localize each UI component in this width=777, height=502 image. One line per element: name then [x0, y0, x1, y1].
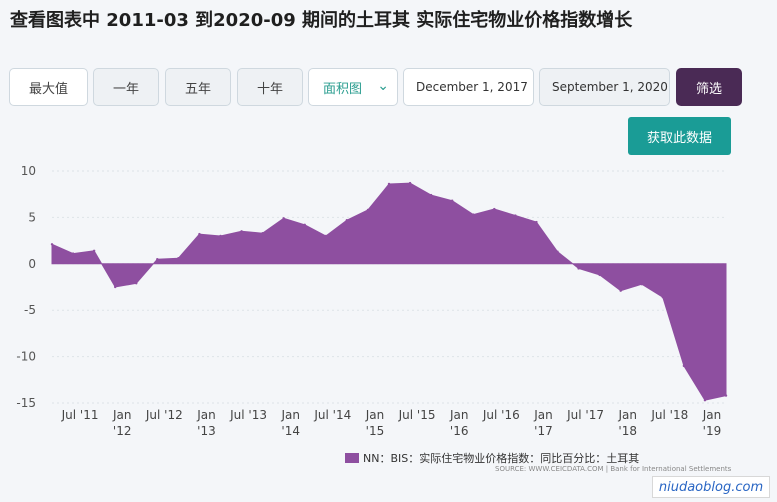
x-tick-label: Jul '12 — [145, 408, 183, 422]
data-point — [113, 285, 117, 289]
x-tick-label: Jan — [449, 408, 469, 422]
data-point — [135, 282, 138, 285]
data-point — [472, 213, 475, 216]
data-point — [640, 283, 643, 286]
data-point — [303, 223, 306, 227]
data-point — [387, 182, 391, 186]
data-point — [598, 273, 601, 277]
data-point — [219, 234, 222, 238]
page-title: 查看图表中 2011-03 到2020-09 期间的土耳其 实际住宅物业价格指数… — [10, 10, 633, 31]
data-point — [366, 208, 370, 212]
x-tick-label-year: '13 — [197, 424, 216, 438]
data-point — [198, 232, 201, 236]
legend-swatch — [345, 453, 359, 463]
x-tick-label: Jan — [280, 408, 300, 422]
x-tick-label-year: '18 — [618, 424, 637, 438]
data-point — [71, 252, 75, 255]
one-year-button[interactable]: 一年 — [93, 68, 159, 106]
legend: NN：BIS：实际住宅物业价格指数：同比百分比：土耳其 — [345, 450, 639, 466]
x-tick-label-year: '15 — [366, 424, 385, 438]
chevron-down-icon: ⌄ — [377, 78, 389, 94]
x-tick-label: Jan — [112, 408, 132, 422]
x-tick-label: Jul '17 — [566, 408, 604, 422]
x-tick-label: Jul '11 — [61, 408, 99, 422]
data-point — [240, 230, 243, 233]
x-tick-label: Jan — [196, 408, 216, 422]
y-tick-label: -15 — [16, 396, 36, 410]
x-tick-label: Jan — [365, 408, 385, 422]
data-point — [156, 257, 159, 261]
data-point — [682, 364, 686, 368]
data-point — [619, 289, 622, 292]
data-point — [556, 250, 559, 253]
data-point — [661, 296, 665, 299]
data-point — [408, 181, 412, 185]
y-tick-label: 5 — [28, 210, 36, 224]
data-point — [177, 257, 180, 260]
x-tick-label: Jul '18 — [650, 408, 688, 422]
data-point — [450, 199, 454, 202]
data-point — [535, 220, 538, 224]
x-tick-label: Jan — [533, 408, 553, 422]
x-tick-label-year: '16 — [450, 424, 469, 438]
y-tick-label: -5 — [24, 303, 36, 317]
y-tick-label: -10 — [16, 350, 36, 364]
x-tick-label: Jan — [617, 408, 637, 422]
x-tick-label-year: '17 — [534, 424, 553, 438]
end-date-input[interactable]: September 1, 2020 — [539, 68, 670, 106]
y-tick-label: 10 — [21, 164, 36, 178]
data-point — [261, 231, 264, 235]
x-tick-label: Jul '14 — [313, 408, 351, 422]
data-point — [577, 267, 580, 270]
data-point — [703, 399, 707, 402]
start-date-input[interactable]: December 1, 2017 — [403, 68, 534, 106]
source-note: SOURCE: WWW.CEICDATA.COM | Bank for Inte… — [495, 465, 732, 473]
watermark: niudaoblog.com — [652, 476, 770, 498]
chart-type-select[interactable]: 面积图 ⌄ — [308, 68, 398, 106]
data-point — [493, 207, 496, 211]
data-point — [514, 214, 517, 217]
filter-button[interactable]: 筛选 — [676, 68, 742, 106]
five-year-button[interactable]: 五年 — [165, 68, 231, 106]
x-tick-label-year: '12 — [113, 424, 132, 438]
get-data-button[interactable]: 获取此数据 — [628, 117, 731, 155]
x-tick-label: Jul '13 — [229, 408, 267, 422]
data-point — [345, 218, 349, 222]
x-tick-label-year: '19 — [703, 424, 722, 438]
x-tick-label: Jul '15 — [398, 408, 436, 422]
x-tick-label: Jan — [702, 408, 722, 422]
data-point — [324, 234, 328, 238]
data-point — [282, 217, 285, 220]
data-point — [724, 394, 728, 397]
chart-type-value: 面积图 — [323, 81, 363, 97]
y-tick-label: 0 — [28, 257, 36, 271]
data-point — [92, 249, 96, 253]
data-point — [50, 243, 54, 246]
data-point — [429, 193, 433, 197]
x-tick-label-year: '14 — [281, 424, 300, 438]
series-area — [51, 182, 727, 401]
legend-label: NN：BIS：实际住宅物业价格指数：同比百分比：土耳其 — [363, 452, 640, 465]
ten-year-button[interactable]: 十年 — [237, 68, 303, 106]
max-range-button[interactable]: 最大值 — [9, 68, 88, 106]
x-tick-label: Jul '16 — [482, 408, 520, 422]
